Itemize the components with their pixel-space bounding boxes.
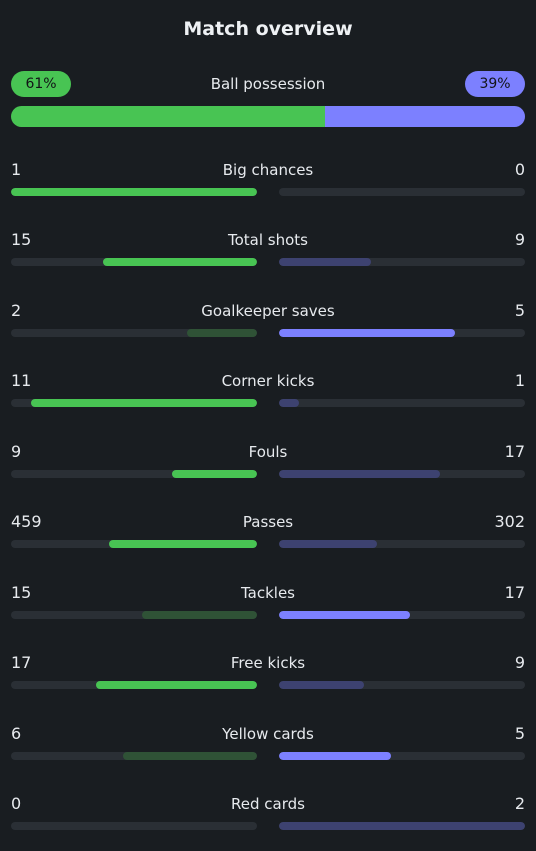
away-bar-track [279, 399, 525, 407]
stat-passes: 459 Passes 302 [11, 511, 525, 551]
away-bar-fill [279, 681, 365, 689]
away-bar-track [279, 681, 525, 689]
home-bar-track [11, 681, 257, 689]
stat-total-shots: 15 Total shots 9 [11, 229, 525, 269]
page-title: Match overview [183, 18, 353, 40]
away-value: 17 [504, 583, 525, 602]
home-bar-track [11, 188, 257, 196]
away-possession-fill [324, 106, 525, 127]
home-bar-fill [11, 188, 257, 196]
home-value: 17 [11, 653, 32, 672]
home-bar-track [11, 258, 257, 266]
away-value: 1 [514, 371, 525, 390]
home-value: 1 [11, 160, 22, 179]
home-value: 15 [11, 230, 32, 249]
stat-fouls: 9 Fouls 17 [11, 441, 525, 481]
away-value: 5 [514, 724, 525, 743]
stat-label: Goalkeeper saves [201, 302, 335, 320]
home-value: 0 [11, 794, 22, 813]
ball-possession-row: 61% Ball possession 39% [11, 71, 525, 97]
away-bar-track [279, 752, 525, 760]
home-bar-track [11, 822, 257, 830]
away-bar-fill [279, 329, 455, 337]
home-bar-fill [171, 470, 257, 478]
away-bar-track [279, 258, 525, 266]
home-bar-track [11, 752, 257, 760]
home-bar-track [11, 399, 257, 407]
stat-label: Yellow cards [222, 725, 314, 743]
stat-yellow-cards: 6 Yellow cards 5 [11, 723, 525, 763]
away-value: 302 [494, 512, 525, 531]
stat-label: Red cards [231, 795, 305, 813]
away-bar-track [279, 540, 525, 548]
away-value: 9 [514, 653, 525, 672]
away-value: 0 [514, 160, 525, 179]
stat-tackles: 15 Tackles 17 [11, 582, 525, 622]
away-bar-fill [279, 611, 410, 619]
away-value: 9 [514, 230, 525, 249]
away-possession-badge: 39% [465, 71, 525, 97]
away-bar-fill [279, 399, 300, 407]
home-bar-fill [108, 540, 257, 548]
away-value: 17 [504, 442, 525, 461]
away-bar-track [279, 611, 525, 619]
stat-goalkeeper-saves: 2 Goalkeeper saves 5 [11, 300, 525, 340]
stat-label: Passes [242, 513, 294, 531]
stat-label: Total shots [228, 231, 308, 249]
home-value: 2 [11, 301, 22, 320]
home-value: 9 [11, 442, 22, 461]
away-bar-fill [279, 470, 440, 478]
away-bar-fill [279, 258, 372, 266]
home-bar-fill [122, 752, 257, 760]
home-bar-track [11, 611, 257, 619]
away-bar-track [279, 329, 525, 337]
possession-bar [11, 106, 525, 127]
stat-big-chances: 1 Big chances 0 [11, 159, 525, 199]
home-bar-track [11, 329, 257, 337]
away-bar-track [279, 188, 525, 196]
away-value: 2 [514, 794, 525, 813]
away-value: 5 [514, 301, 525, 320]
home-bar-fill [96, 681, 257, 689]
stat-free-kicks: 17 Free kicks 9 [11, 652, 525, 692]
stat-label: Free kicks [230, 654, 306, 672]
away-bar-fill [279, 540, 377, 548]
stat-red-cards: 0 Red cards 2 [11, 793, 525, 833]
home-bar-track [11, 470, 257, 478]
home-bar-fill [141, 611, 257, 619]
home-value: 11 [11, 371, 32, 390]
stat-label: Tackles [240, 584, 296, 602]
away-bar-fill [279, 822, 525, 830]
ball-possession-label: Ball possession [210, 75, 326, 93]
stat-label: Big chances [222, 161, 314, 179]
stat-label: Fouls [248, 443, 288, 461]
away-bar-track [279, 822, 525, 830]
away-bar-fill [279, 752, 391, 760]
home-bar-track [11, 540, 257, 548]
home-bar-fill [186, 329, 257, 337]
home-value: 6 [11, 724, 22, 743]
home-bar-fill [103, 258, 257, 266]
away-bar-track [279, 470, 525, 478]
home-possession-badge: 61% [11, 71, 71, 97]
home-possession-fill [11, 106, 325, 127]
home-value: 459 [11, 512, 42, 531]
home-bar-fill [31, 399, 257, 407]
home-value: 15 [11, 583, 32, 602]
stat-label: Corner kicks [221, 372, 315, 390]
stat-corner-kicks: 11 Corner kicks 1 [11, 370, 525, 410]
